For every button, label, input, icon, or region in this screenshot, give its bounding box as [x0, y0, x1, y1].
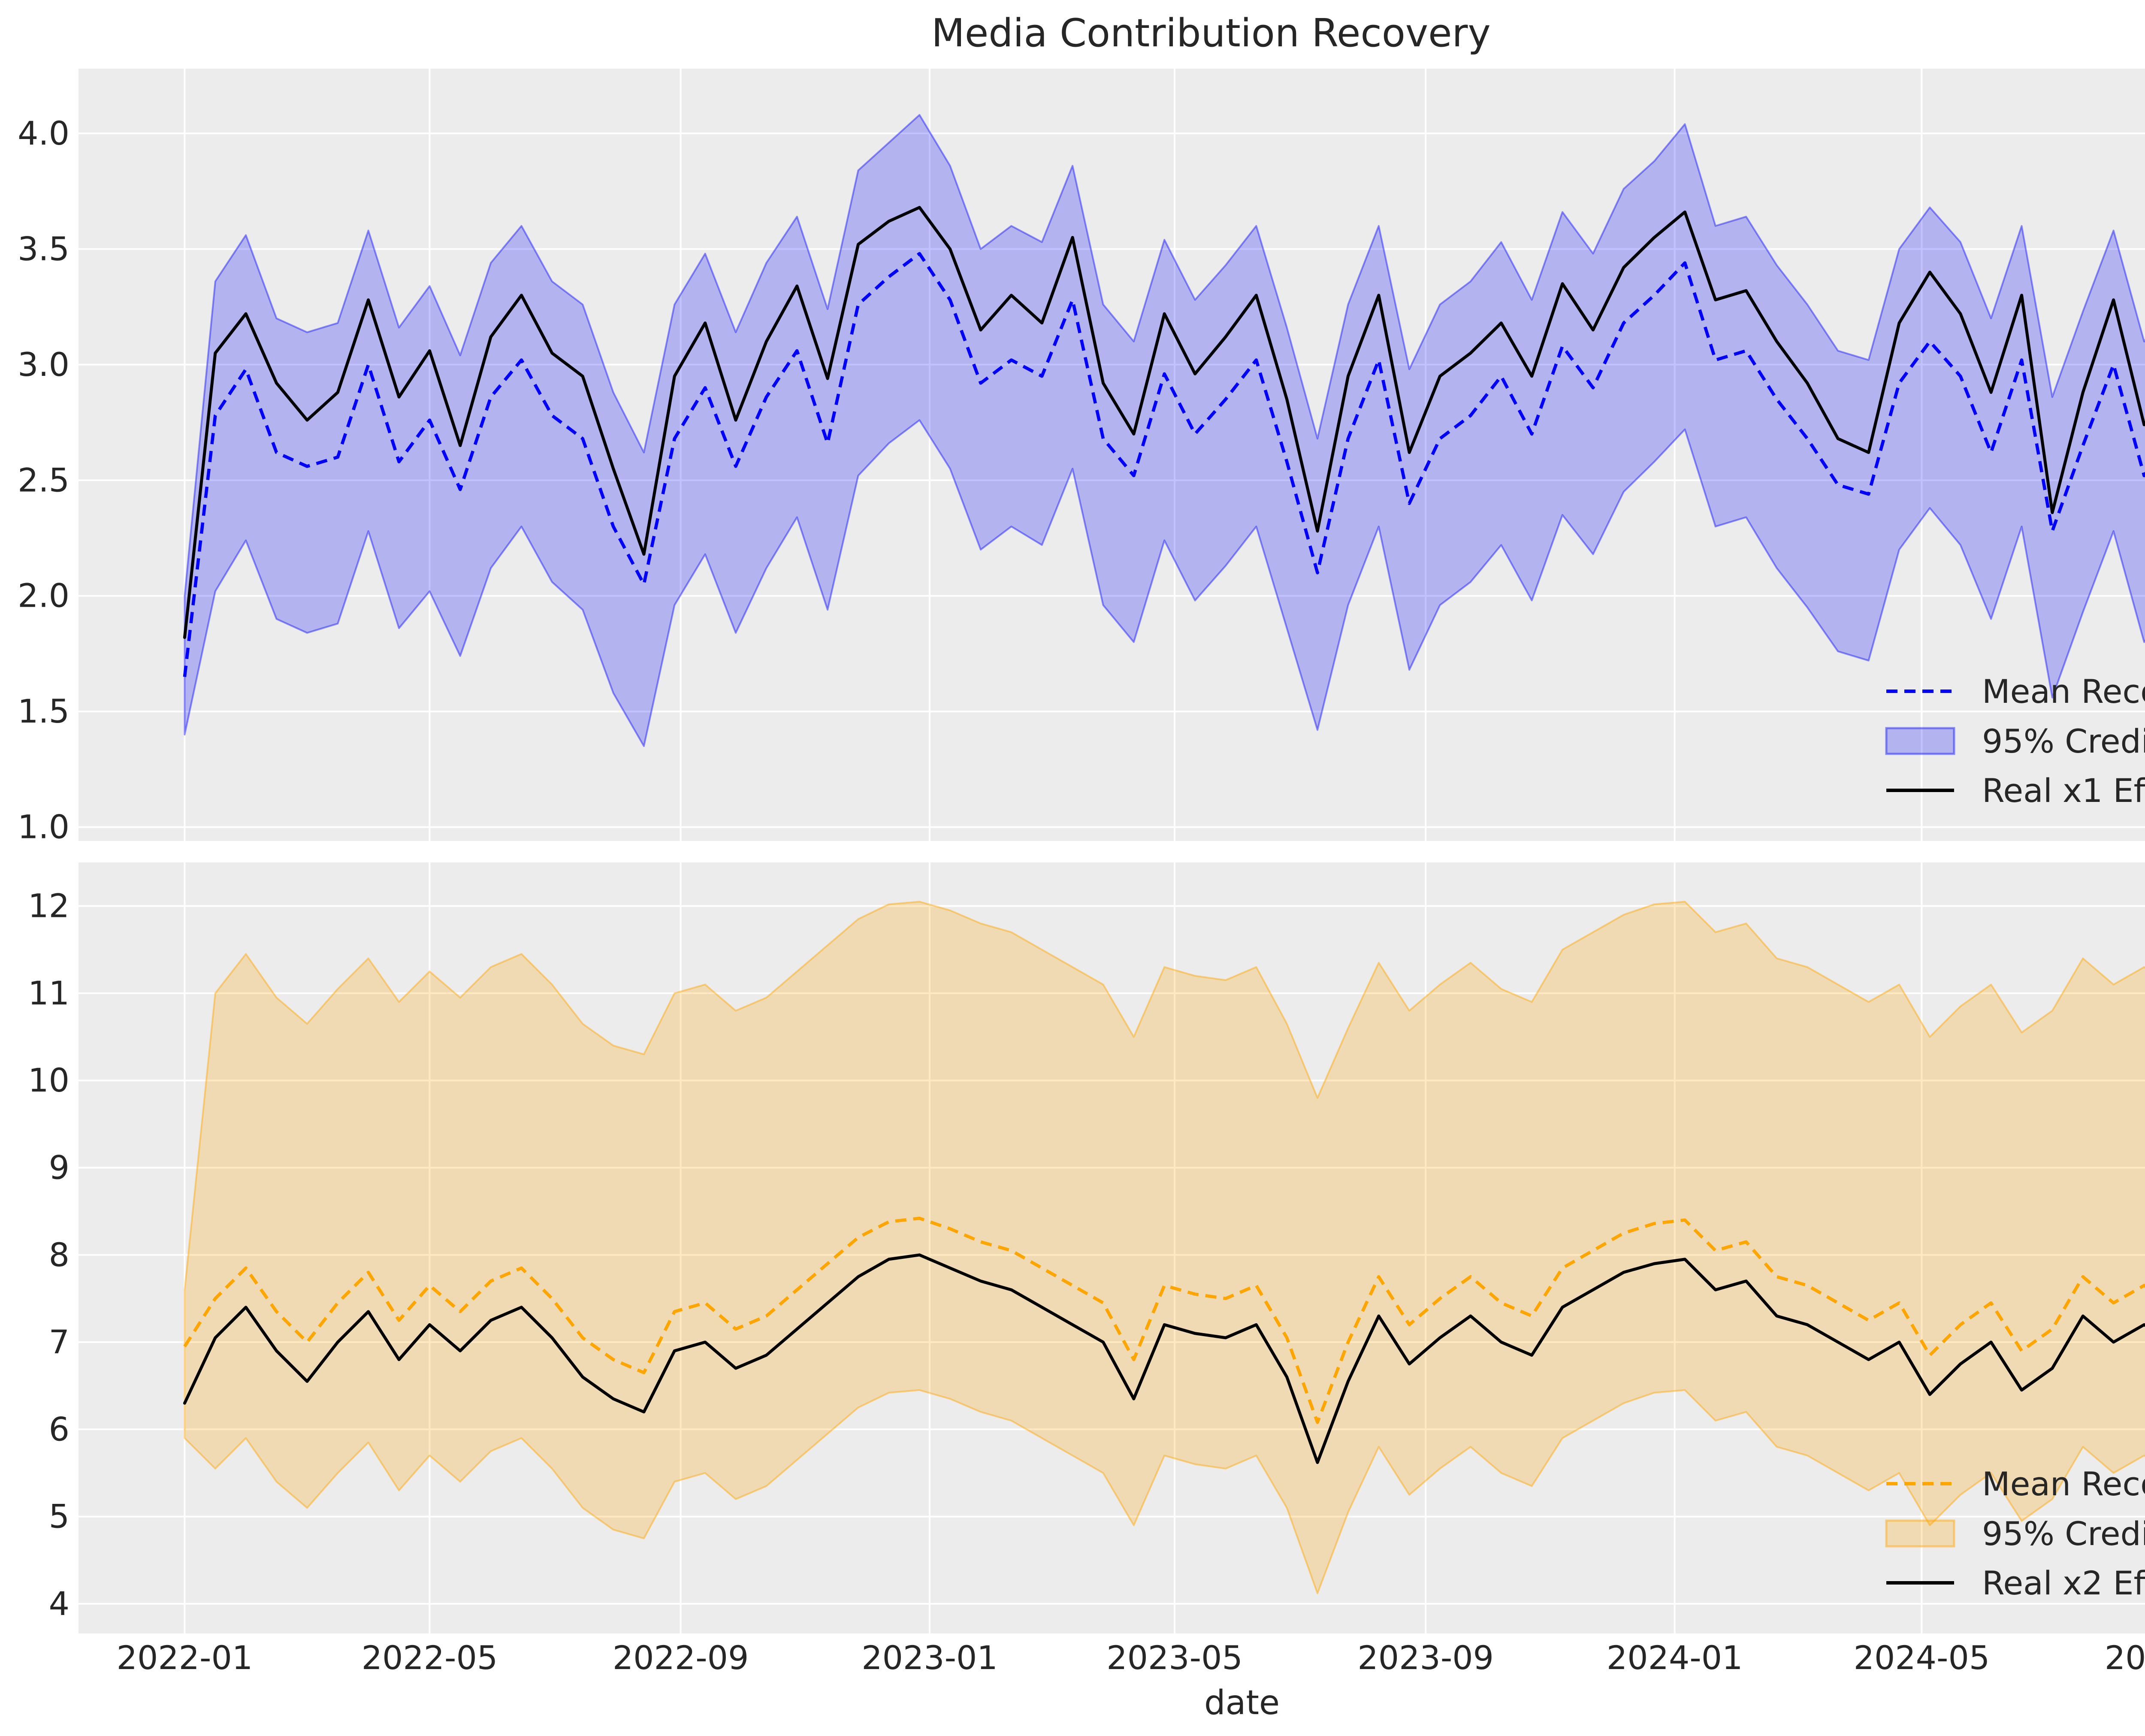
x-tick-label: 2024-09 — [2105, 1639, 2145, 1677]
panel-x1: 1.0 1.5 2.0 2.5 3.0 3.5 4.0 — [18, 69, 2145, 846]
y-tick-label: 3.0 — [18, 345, 69, 384]
legend-band-x2-swatch-icon — [1885, 1519, 1955, 1548]
legend-mean-x1-label: Mean Recover x1 Effect — [1982, 672, 2145, 711]
credible-interval-band — [184, 114, 2145, 747]
x-tick-label: 2023-09 — [1357, 1639, 1494, 1677]
y-tick-label: 8 — [49, 1236, 69, 1274]
mean-recover-line — [183, 1216, 2145, 1424]
y-tick-label: 3.5 — [18, 230, 69, 268]
y-tick-label: 2.0 — [18, 577, 69, 615]
legend-real-x2-label: Real x2 Effect — [1982, 1564, 2145, 1602]
y-tick-label: 1.5 — [18, 692, 69, 730]
legend-mean-x2-label: Mean Recover x2 Effect — [1982, 1465, 2145, 1503]
x-tick-label: 2022-05 — [362, 1639, 498, 1677]
legend-band-x1-label: 95% Credible Interval — [1982, 722, 2145, 760]
legend-band-x2-label: 95% Credible Interval — [1982, 1515, 2145, 1553]
x-axis-label: date — [1204, 1684, 1280, 1722]
real-effect-line — [183, 206, 2145, 639]
x-tick-label: 2022-01 — [117, 1639, 253, 1677]
panel-background — [79, 862, 2145, 1633]
y-tick-label: 10 — [28, 1061, 69, 1099]
y-tick-label: 9 — [49, 1149, 69, 1187]
x-tick-label: 2024-01 — [1607, 1639, 1743, 1677]
y-tick-label: 6 — [49, 1410, 69, 1448]
panel-x2: 4 5 6 7 8 9 10 11 12 2022-01 2022-05 2022-09 2023-01… — [28, 862, 2145, 1677]
legend-real-x1-label: Real x1 Effect — [1982, 771, 2145, 810]
x-tick-label: 2023-01 — [861, 1639, 998, 1677]
credible-interval-band — [184, 901, 2145, 1594]
legend-x1: Mean Recover x1 Effect 95% Credible Inte… — [1885, 672, 2145, 810]
y-tick-label: 5 — [49, 1497, 69, 1536]
y-tick-label: 4.0 — [18, 114, 69, 152]
x-tick-label: 2023-05 — [1106, 1639, 1243, 1677]
y-tick-label: 1.0 — [18, 808, 69, 846]
y-tick-label: 7 — [49, 1323, 69, 1361]
y-tick-label: 2.5 — [18, 461, 69, 499]
legend-band-x1-swatch-icon — [1885, 727, 1955, 755]
y-tick-label: 4 — [49, 1585, 69, 1623]
x-tick-label: 2024-05 — [1854, 1639, 1990, 1677]
real-effect-line — [183, 1253, 2145, 1464]
chart-title: Media Contribution Recovery — [931, 11, 1491, 56]
y-tick-label: 12 — [28, 887, 69, 925]
mean-recover-line — [183, 252, 2145, 677]
y-tick-label: 11 — [28, 974, 69, 1012]
legend-x2: Mean Recover x2 Effect 95% Credible Inte… — [1885, 1465, 2145, 1602]
x-tick-label: 2022-09 — [613, 1639, 749, 1677]
